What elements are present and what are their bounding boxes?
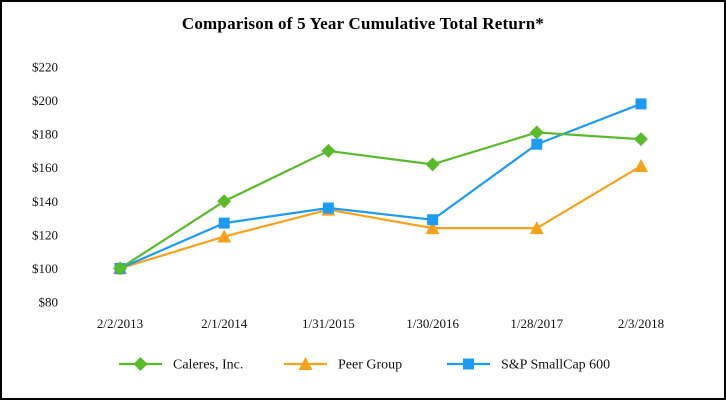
legend-item: S&P SmallCap 600 — [447, 358, 610, 373]
legend-diamond-icon — [133, 357, 148, 371]
y-tick-label: $140 — [32, 194, 58, 209]
y-tick-label: $120 — [32, 227, 58, 242]
y-tick-label: $100 — [32, 261, 58, 276]
x-tick-label: 2/3/2018 — [618, 316, 664, 331]
legend-label: S&P SmallCap 600 — [501, 358, 610, 373]
data-point-marker — [427, 214, 439, 226]
y-tick-label: $220 — [32, 60, 58, 75]
data-point-marker — [634, 159, 648, 173]
x-tick-label: 1/28/2017 — [510, 316, 563, 331]
x-tick-label: 2/2/2013 — [97, 316, 143, 331]
y-tick-label: $180 — [32, 127, 58, 142]
series-peer-group — [113, 159, 648, 275]
data-point-marker — [113, 261, 127, 276]
legend-label: Caleres, Inc. — [173, 358, 243, 373]
data-point-marker — [425, 157, 440, 172]
legend-label: Peer Group — [338, 358, 402, 373]
data-point-marker — [635, 98, 647, 110]
y-axis: $220 $200 $180 $160 $140 $120 $100 $80 — [32, 60, 58, 310]
data-point-marker — [425, 221, 440, 235]
y-tick-label: $80 — [39, 295, 59, 310]
legend-triangle-icon — [298, 357, 313, 370]
data-point-marker — [529, 125, 544, 140]
legend-item: Caleres, Inc. — [119, 357, 243, 373]
series-line — [119, 102, 642, 270]
chart-title: Comparison of 5 Year Cumulative Total Re… — [181, 14, 545, 33]
data-point-marker — [321, 143, 336, 158]
series-caleres-inc — [113, 125, 648, 276]
y-tick-label: $160 — [32, 160, 58, 175]
data-point-marker — [217, 229, 232, 243]
legend: Caleres, Inc. Peer Group S&P SmallCap 600 — [119, 357, 610, 373]
series-line — [119, 131, 642, 270]
x-tick-label: 1/30/2016 — [406, 316, 459, 331]
data-point-marker — [634, 132, 648, 147]
data-point-marker — [218, 217, 230, 229]
x-axis: 2/2/2013 2/1/2014 1/31/2015 1/30/2016 1/28/2… — [97, 316, 664, 331]
y-tick-label: $200 — [32, 93, 58, 108]
data-point-marker — [529, 221, 544, 235]
data-point-marker — [531, 138, 543, 150]
series-line — [119, 165, 642, 270]
series-s-p-smallcap-600 — [114, 98, 647, 274]
x-tick-label: 2/1/2014 — [201, 316, 248, 331]
data-point-marker — [322, 202, 334, 214]
legend-item: Peer Group — [284, 357, 402, 373]
data-point-marker — [217, 194, 232, 209]
x-tick-label: 1/31/2015 — [302, 316, 355, 331]
legend-square-icon — [463, 358, 474, 370]
